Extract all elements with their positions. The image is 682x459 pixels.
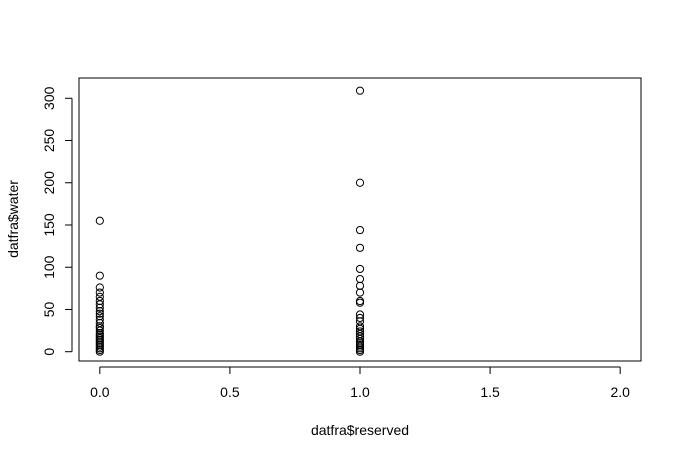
data-point-39 <box>355 313 365 323</box>
x-tick-label: 0.5 <box>220 384 240 400</box>
data-point-29 <box>355 178 365 187</box>
x-tick-label: 1.5 <box>480 384 500 400</box>
y-tick-label: 0 <box>41 348 57 356</box>
x-tick-label: 0.0 <box>90 384 110 400</box>
data-point-3 <box>95 288 104 297</box>
y-axis-label: datfra$water <box>5 180 21 258</box>
y-tick-label: 300 <box>41 86 57 110</box>
x-tick-label: 1.0 <box>350 384 370 400</box>
data-point-0 <box>95 216 104 225</box>
plot-frame <box>78 77 642 362</box>
x-axis: 0.0 0.5 1.0 1.5 2.0 <box>90 366 630 400</box>
data-point-1 <box>95 271 104 280</box>
y-tick-label: 200 <box>41 171 57 195</box>
y-tick-label: 100 <box>41 255 57 279</box>
data-point-9 <box>95 309 104 318</box>
data-point-7 <box>95 303 104 312</box>
y-tick-label: 250 <box>41 129 57 153</box>
data-point-32 <box>355 264 365 274</box>
x-tick-label: 2.0 <box>610 384 630 400</box>
y-axis: 0 50 100 150 200 250 300 <box>41 86 73 356</box>
data-point-53 <box>355 347 365 356</box>
data-point-31 <box>355 243 365 252</box>
y-tick-label: 50 <box>41 301 57 317</box>
data-point-30 <box>355 225 365 235</box>
data-point-27 <box>95 347 104 356</box>
data-point-28 <box>355 86 365 95</box>
x-axis-label: datfra$reserved <box>311 422 409 438</box>
points-layer <box>95 86 365 356</box>
data-point-37 <box>355 298 365 307</box>
data-point-35 <box>355 288 365 297</box>
data-point-8 <box>95 307 104 316</box>
y-tick-label: 150 <box>41 213 57 237</box>
data-point-2 <box>95 283 104 292</box>
